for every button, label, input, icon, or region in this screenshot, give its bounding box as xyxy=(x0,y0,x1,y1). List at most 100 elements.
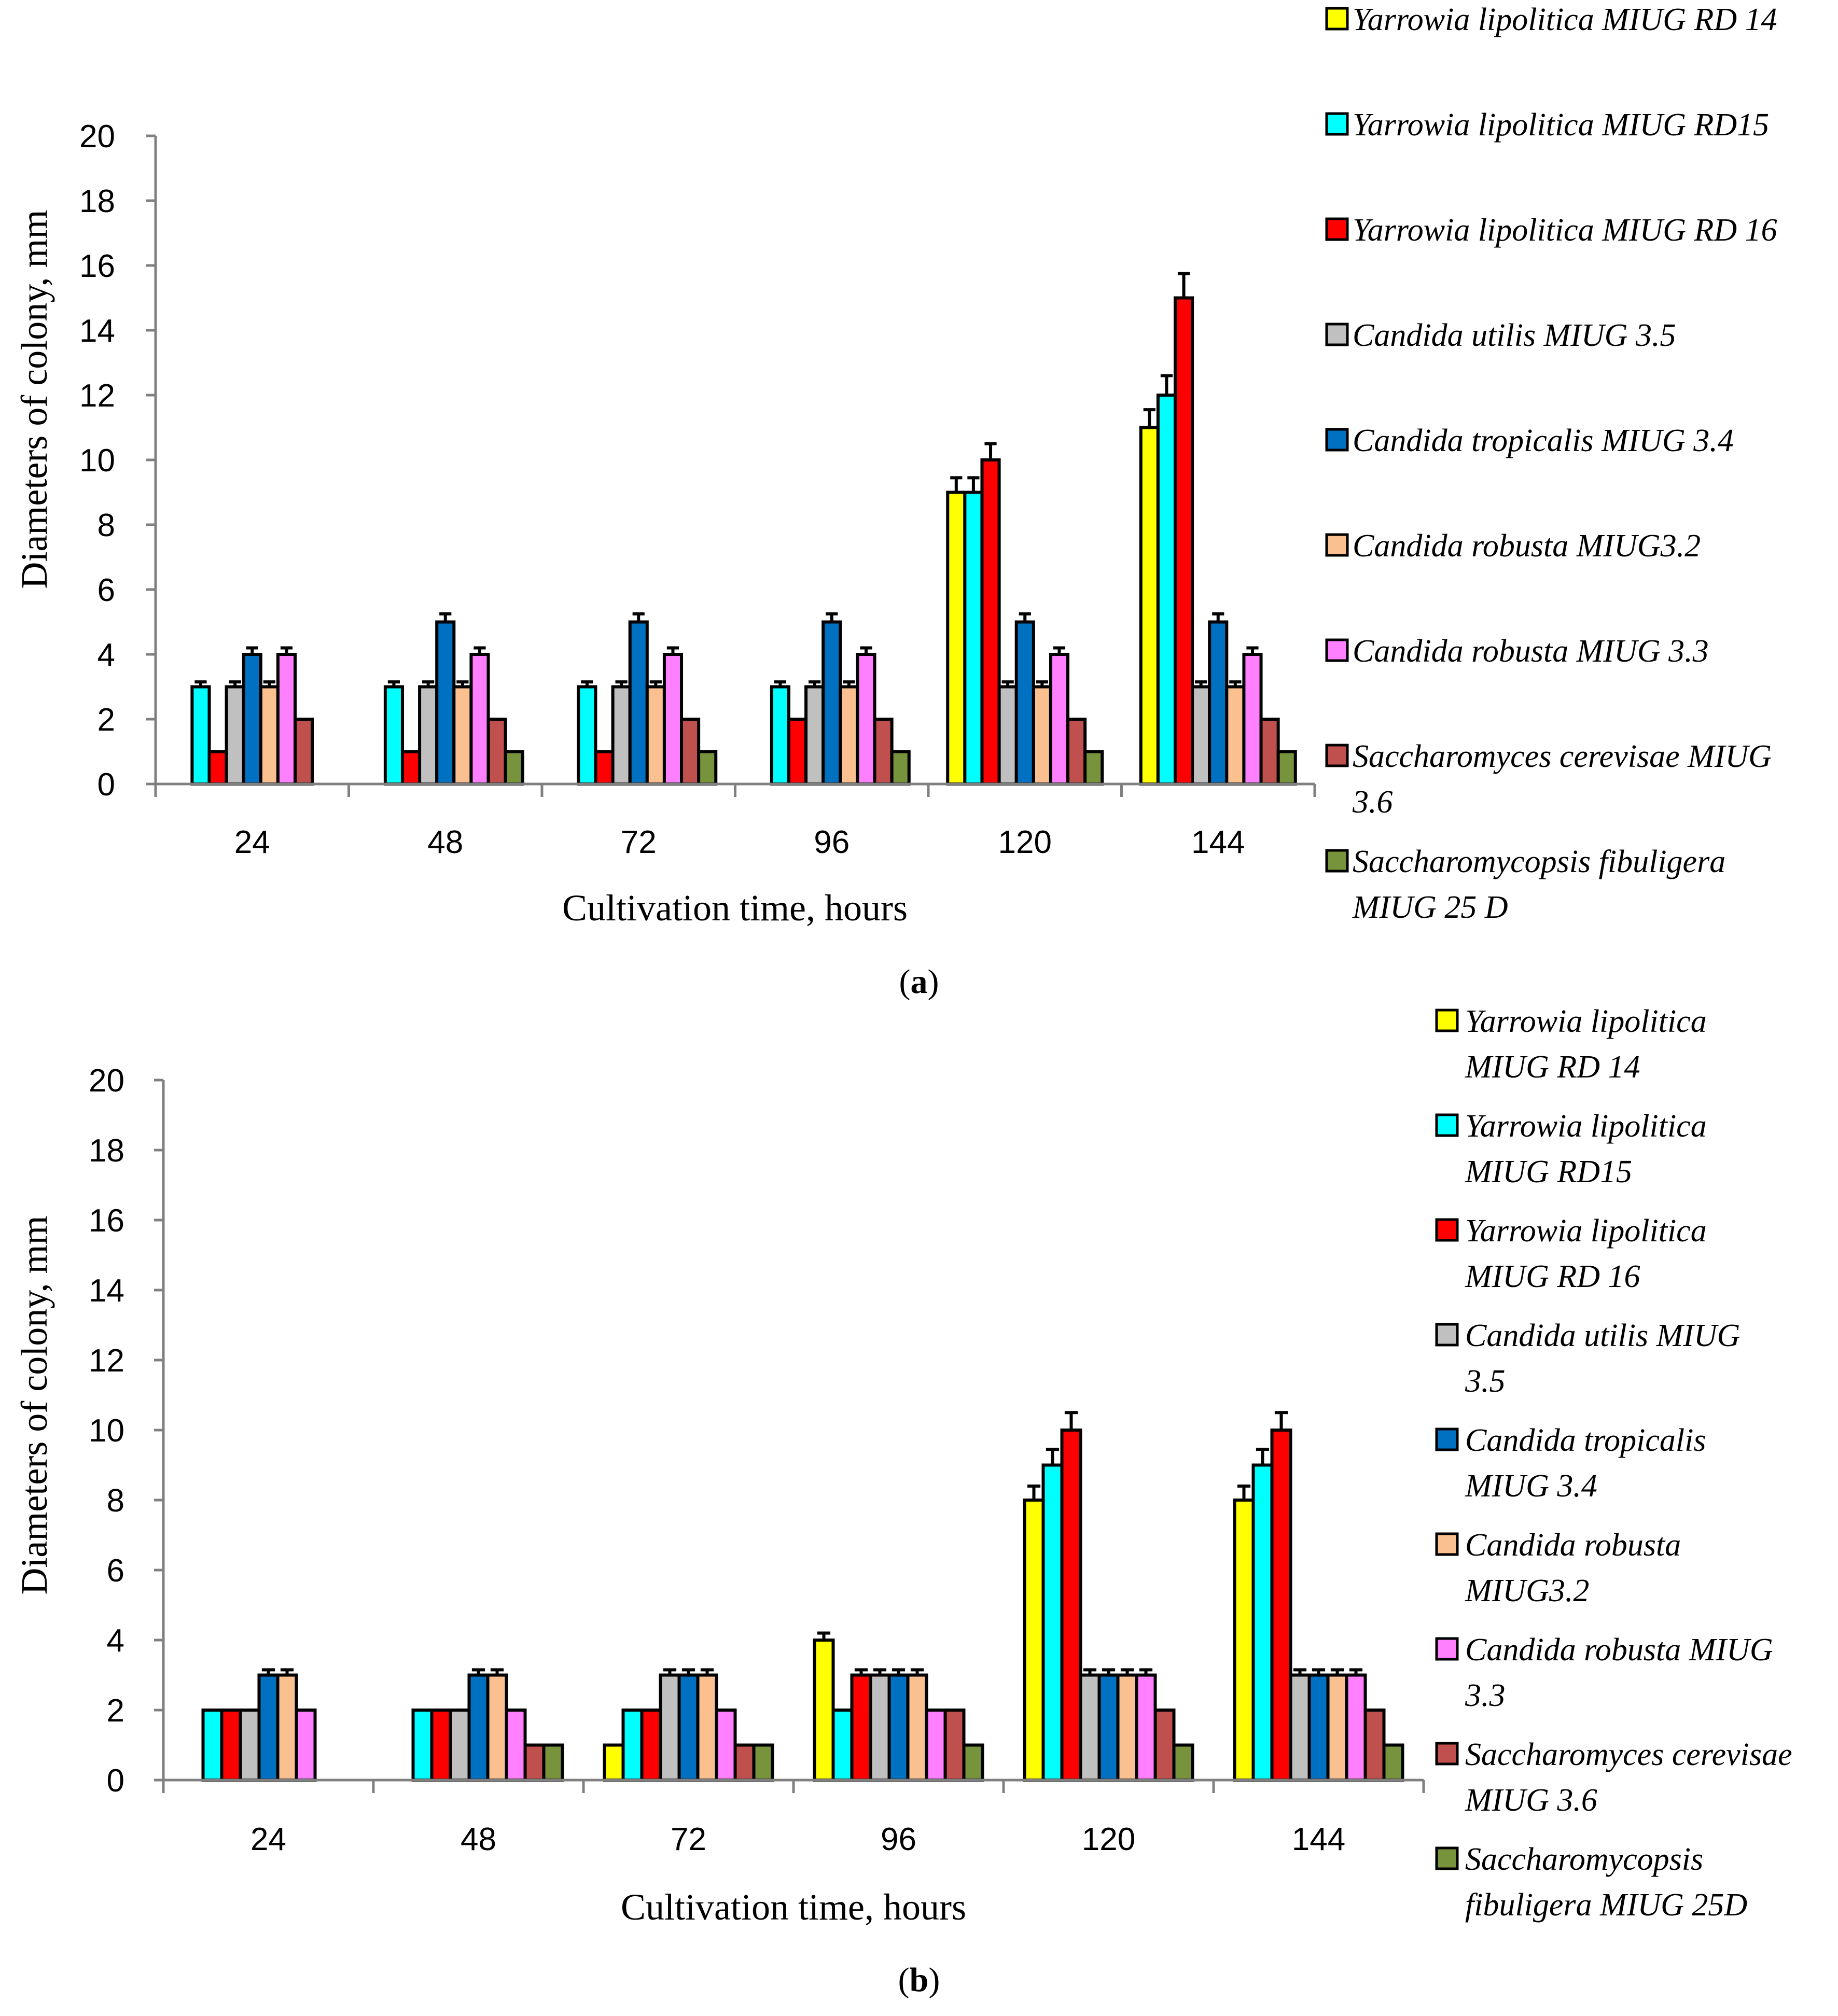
chart-a-bar-48-series-7 xyxy=(469,653,490,786)
chart-a-y-tick-label: 20 xyxy=(79,119,115,155)
chart-b-bar-48-series-5 xyxy=(467,1673,490,1782)
chart-b-x-tick-label: 120 xyxy=(1082,1822,1135,1857)
chart-a-bar-96-series-8 xyxy=(873,718,894,786)
chart-b-y-tick-label: 14 xyxy=(89,1273,124,1309)
chart-a-legend-swatch-3 xyxy=(1325,217,1349,241)
chart-a-bar-24-series-7 xyxy=(276,653,297,786)
chart-b-legend-text: MIUG RD 14 xyxy=(1465,1049,1640,1085)
chart-a-bar-96-series-2 xyxy=(770,685,790,786)
chart-b-panel-label-letter: b xyxy=(910,1961,929,1999)
chart-a-legend-entry-7: Candida robusta MIUG 3.3 xyxy=(1353,634,1709,669)
chart-b-bar-120-series-7 xyxy=(1135,1673,1157,1782)
chart-a-bar-144-series-2 xyxy=(1156,394,1177,786)
chart-a-panel-label-close: ) xyxy=(928,963,939,1001)
chart-a-panel-label-letter: a xyxy=(911,963,928,1001)
chart-a-bar-48-series-4 xyxy=(418,685,439,786)
chart-a-legend-swatch-1 xyxy=(1325,7,1349,31)
chart-a-y-tick-label: 12 xyxy=(79,378,115,414)
chart-b-axes: 24 48 72 96 120 144 xyxy=(162,1080,1425,1857)
chart-b-y-tick-label: 12 xyxy=(89,1343,124,1379)
chart-a-legend-text: Candida robusta MIUG3.2 xyxy=(1353,528,1701,564)
chart-a-legend-text: Candida utilis MIUG 3.5 xyxy=(1353,318,1676,353)
chart-b-legend-text: Candida robusta MIUG xyxy=(1465,1632,1773,1668)
chart-a-bar-72-series-9 xyxy=(697,750,718,786)
chart-b-legend: Yarrowia lipolitica MIUG RD 14 Yarrowia li… xyxy=(1435,1004,1792,1923)
chart-b-bars xyxy=(201,1411,1404,1782)
chart-a-bar-24-series-8 xyxy=(294,718,314,786)
chart-b-legend-swatch-8 xyxy=(1435,1742,1459,1766)
chart-b-legend-text: Candida robusta xyxy=(1465,1528,1681,1563)
chart-b-legend-swatch-4 xyxy=(1435,1323,1459,1347)
chart-a-bar-96-series-9 xyxy=(890,750,911,786)
chart-b-bar-24-series-5 xyxy=(257,1673,280,1782)
chart-b-bar-120-series-3 xyxy=(1060,1429,1082,1782)
chart-b-legend-swatch-5 xyxy=(1435,1427,1459,1451)
chart-b-legend-swatch-6 xyxy=(1435,1532,1459,1556)
chart-a-legend-swatch-6 xyxy=(1325,533,1349,557)
chart-a-bar-96-series-7 xyxy=(856,653,876,786)
chart-a-bar-144-series-7 xyxy=(1242,653,1263,786)
chart-b-legend-text: fibuligera MIUG 25D xyxy=(1465,1887,1747,1923)
chart-a-bar-120-series-4 xyxy=(997,685,1018,786)
chart-b-legend-entry-9: Saccharomycopsis fibuligera MIUG 25D xyxy=(1465,1842,1747,1923)
chart-a-legend-swatch-7 xyxy=(1325,638,1349,662)
chart-b-bar-48-series-8 xyxy=(523,1743,546,1782)
chart-b-bar-120-series-4 xyxy=(1079,1673,1101,1782)
chart-b-y-tick-label: 10 xyxy=(89,1413,124,1449)
chart-b-legend-text: Candida tropicalis xyxy=(1465,1423,1706,1458)
chart-a-bar-144-series-5 xyxy=(1208,620,1229,786)
chart-a-y-tick-label: 8 xyxy=(98,508,115,543)
chart-b-legend-entry-6: Candida robusta MIUG3.2 xyxy=(1465,1528,1681,1608)
chart-b-legend-swatch-7 xyxy=(1435,1637,1459,1661)
chart-b-bar-48-series-4 xyxy=(449,1709,471,1782)
chart-a-bar-72-series-5 xyxy=(628,620,649,786)
chart-a-y-tick-label: 2 xyxy=(98,702,115,738)
chart-a-y-tick-label: 10 xyxy=(79,443,115,479)
chart-a-x-tick-label: 144 xyxy=(1191,824,1245,860)
chart-a-bar-144-series-4 xyxy=(1191,685,1212,786)
chart-b-legend-text: 3.5 xyxy=(1465,1364,1506,1399)
chart-b-panel-label-open: ( xyxy=(898,1961,910,1999)
chart-b-bar-24-series-2 xyxy=(201,1709,224,1782)
chart-a-legend-text: Yarrowia lipolitica MIUG RD15 xyxy=(1353,107,1769,143)
chart-b-legend-entry-7: Candida robusta MIUG 3.3 xyxy=(1465,1632,1773,1713)
chart-b-bar-120-series-9 xyxy=(1172,1743,1194,1782)
chart-a-bar-96-series-5 xyxy=(821,620,842,786)
chart-b-legend-text: Yarrowia lipolitica xyxy=(1465,1109,1707,1144)
chart-b-x-tick-label: 24 xyxy=(250,1822,286,1857)
chart-b-bar-96-series-5 xyxy=(887,1673,910,1782)
chart-a-bar-72-series-2 xyxy=(577,685,597,786)
chart-a-bar-24-series-3 xyxy=(207,750,228,786)
chart-b-bar-48-series-9 xyxy=(542,1743,564,1782)
chart-a-bar-144-series-8 xyxy=(1259,718,1280,786)
chart-a-y-tick-label: 6 xyxy=(98,572,115,608)
chart-b-bar-120-series-5 xyxy=(1097,1673,1120,1782)
chart-a-x-tick-label: 96 xyxy=(814,824,850,860)
chart-a-x-tick-label: 72 xyxy=(621,824,657,860)
chart-b-bar-96-series-7 xyxy=(925,1709,947,1782)
chart-a-legend-entry-5: Candida tropicalis MIUG 3.4 xyxy=(1353,423,1734,458)
chart-a-x-tick-label: 24 xyxy=(234,824,270,860)
chart-b-bar-96-series-1 xyxy=(813,1639,835,1782)
chart-a-bar-144-series-6 xyxy=(1225,685,1246,786)
chart-b-legend-text: 3.3 xyxy=(1465,1678,1506,1713)
chart-a-y-tick-label: 18 xyxy=(79,184,115,219)
chart-a-legend-text: Candida tropicalis MIUG 3.4 xyxy=(1353,423,1734,458)
chart-b-bar-72-series-3 xyxy=(640,1709,662,1782)
chart-a-bar-144-series-9 xyxy=(1276,750,1297,786)
chart-b-legend-text: Saccharomycopsis xyxy=(1465,1842,1703,1877)
chart-a-legend-entry-4: Candida utilis MIUG 3.5 xyxy=(1353,318,1676,353)
chart-a-legend: Yarrowia lipolitica MIUG RD 14 Yarrowia l… xyxy=(1325,2,1777,925)
chart-b-bar-120-series-1 xyxy=(1023,1499,1045,1782)
chart-a-legend-text: Candida robusta MIUG 3.3 xyxy=(1353,634,1709,669)
chart-b-bar-96-series-8 xyxy=(943,1709,966,1782)
chart-b-bar-120-series-6 xyxy=(1116,1673,1138,1782)
chart-b-x-tick-label: 144 xyxy=(1292,1822,1345,1857)
chart-b-x-tick-label: 48 xyxy=(461,1822,496,1857)
chart-b-bar-144-series-8 xyxy=(1363,1709,1386,1782)
chart-a-bar-72-series-3 xyxy=(594,750,615,786)
chart-a-bar-48-series-6 xyxy=(452,685,473,786)
chart-a-bar-144-series-3 xyxy=(1173,296,1194,786)
chart-b-legend-entry-2: Yarrowia lipolitica MIUG RD15 xyxy=(1465,1109,1707,1189)
chart-a-axes: 24 48 72 96 120 144 xyxy=(154,136,1316,860)
